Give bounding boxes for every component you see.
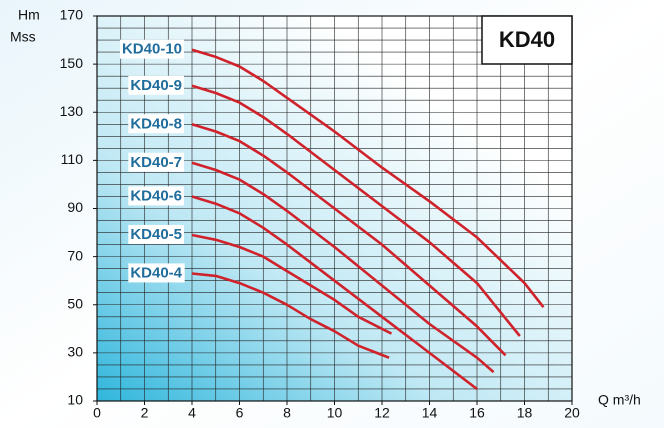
x-tick-label: 0 xyxy=(93,405,101,421)
x-tick-label: 10 xyxy=(327,405,343,421)
label-background xyxy=(128,152,184,172)
label-background xyxy=(119,39,184,59)
pump-curve xyxy=(191,123,507,357)
x-tick-label: 20 xyxy=(564,405,580,421)
pump-curve xyxy=(191,233,393,335)
y-tick-label: 150 xyxy=(60,55,84,71)
label-background xyxy=(128,186,184,206)
x-tick-label: 16 xyxy=(469,405,485,421)
title-box xyxy=(481,15,573,65)
pump-curve xyxy=(191,161,495,374)
label-background xyxy=(128,263,185,283)
y-tick-label: 170 xyxy=(60,7,84,23)
x-tick-label: 6 xyxy=(236,405,244,421)
series-label: KD40-8 xyxy=(130,115,182,132)
x-tick-label: 12 xyxy=(374,405,390,421)
y-tick-label: 90 xyxy=(67,199,83,215)
chart-title: KD40 xyxy=(499,27,555,52)
x-tick-label: 2 xyxy=(141,405,149,421)
y-axis-label: Mss xyxy=(10,29,36,45)
y-tick-label: 10 xyxy=(67,392,83,408)
pump-curve xyxy=(191,84,521,337)
y-tick-label: 130 xyxy=(60,103,84,119)
series-label: KD40-5 xyxy=(130,226,182,243)
label-background xyxy=(128,114,184,134)
x-axis-label: Q m³/h xyxy=(598,392,641,408)
series-label: KD40-9 xyxy=(130,77,182,94)
x-tick-label: 14 xyxy=(422,405,438,421)
y-tick-label: 30 xyxy=(67,344,83,360)
y-tick-label: 50 xyxy=(67,295,83,311)
series-label: KD40-10 xyxy=(122,41,182,58)
series-label: KD40-4 xyxy=(130,264,182,281)
x-tick-label: 4 xyxy=(188,405,196,421)
series-label: KD40-7 xyxy=(130,154,182,171)
pump-curve xyxy=(191,48,545,309)
x-tick-label: 18 xyxy=(517,405,533,421)
y-tick-label: 70 xyxy=(67,247,83,263)
y-axis-label: Hm xyxy=(18,7,40,23)
series-label: KD40-6 xyxy=(130,187,182,204)
label-background xyxy=(128,75,184,95)
pump-curve xyxy=(191,272,390,359)
label-background xyxy=(128,224,184,244)
y-tick-label: 110 xyxy=(61,151,84,167)
pump-curve xyxy=(191,195,478,391)
x-tick-label: 8 xyxy=(283,405,291,421)
